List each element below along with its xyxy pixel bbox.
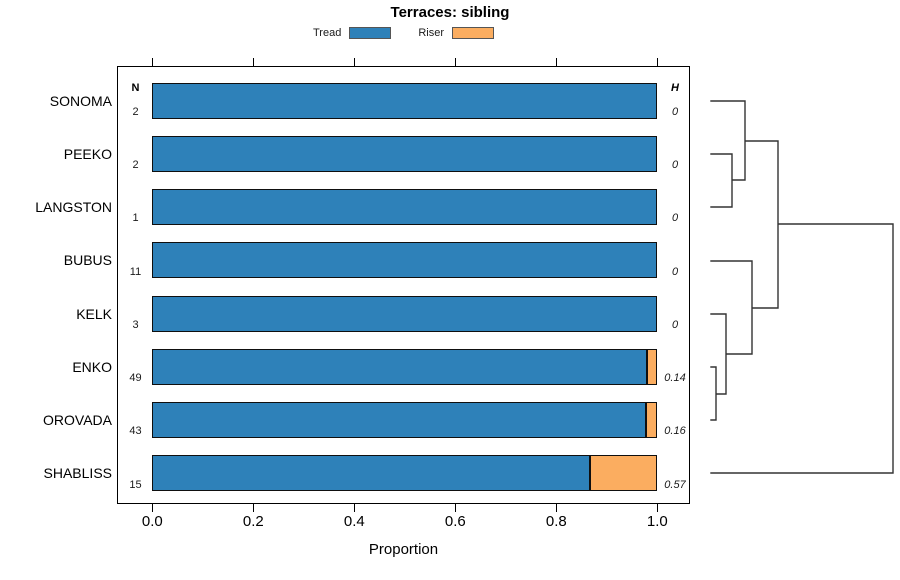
category-label: BUBUS <box>63 252 112 269</box>
x-axis-tick-label: 0.6 <box>444 512 466 530</box>
category-label: SHABLISS <box>43 465 112 482</box>
x-axis-tick-label: 0.8 <box>545 512 567 530</box>
h-value: 0.57 <box>664 478 686 491</box>
bar-segment-tread <box>152 295 658 332</box>
x-axis-tick <box>151 503 153 512</box>
bar-segment-tread <box>152 189 658 226</box>
category-label: ENKO <box>72 358 112 375</box>
n-value: 2 <box>132 159 139 172</box>
x-axis-tick-label: 0.0 <box>141 512 163 530</box>
bar-segment-riser <box>589 455 658 492</box>
x-axis-top-tick <box>252 58 254 66</box>
x-axis-tick <box>252 503 254 512</box>
category-label: LANGSTON <box>35 199 112 216</box>
n-value: 2 <box>132 106 139 118</box>
legend: Tread Riser <box>117 25 690 41</box>
n-value: 49 <box>129 372 142 385</box>
x-axis-tick-label: 0.4 <box>343 512 365 530</box>
legend-swatch <box>452 27 494 39</box>
x-axis-top-tick <box>555 58 557 66</box>
n-value: 11 <box>129 265 142 278</box>
n-value: 15 <box>129 478 142 491</box>
x-axis-tick <box>656 503 658 512</box>
category-label: OROVADA <box>43 412 112 429</box>
x-axis-top-tick <box>656 58 658 66</box>
n-value: 3 <box>132 318 139 331</box>
plot-border <box>117 66 690 504</box>
n-value: 1 <box>132 212 139 225</box>
h-value: 0 <box>671 265 679 278</box>
legend-label: Tread <box>313 27 342 39</box>
x-axis-top-tick <box>151 58 153 66</box>
x-axis-tick-label: 1.0 <box>646 512 668 530</box>
bar-segment-tread <box>152 136 658 173</box>
h-value: 0 <box>671 106 679 118</box>
x-axis-tick-label: 0.2 <box>242 512 264 530</box>
legend-label: Riser <box>418 27 444 39</box>
category-label: PEEKO <box>63 146 112 163</box>
legend-swatch <box>349 27 392 39</box>
n-column-header: N <box>131 82 140 95</box>
bar-segment-tread <box>152 82 658 119</box>
legend-item: Tread <box>313 27 392 39</box>
bar-segment-tread <box>152 402 646 439</box>
x-axis-top-tick <box>353 58 355 66</box>
h-column-header: H <box>671 82 679 95</box>
h-value: 0.14 <box>664 372 686 385</box>
x-axis-tick <box>454 503 456 512</box>
chart-title: Terraces: sibling <box>390 4 510 21</box>
x-axis-title: Proportion <box>368 541 439 558</box>
n-value: 43 <box>129 425 142 438</box>
bar-segment-riser <box>645 402 658 439</box>
category-label: KELK <box>76 305 112 322</box>
h-value: 0 <box>671 159 679 172</box>
bar-segment-tread <box>152 455 590 492</box>
category-label: SONOMA <box>49 92 112 109</box>
h-value: 0 <box>671 318 679 331</box>
bar-segment-riser <box>646 348 658 385</box>
bar-segment-tread <box>152 348 647 385</box>
x-axis-tick <box>353 503 355 512</box>
bar-segment-tread <box>152 242 658 279</box>
dendrogram-lines <box>710 100 894 474</box>
h-value: 0 <box>671 212 679 225</box>
h-value: 0.16 <box>664 425 686 438</box>
legend-item: Riser <box>418 27 494 39</box>
x-axis-tick <box>555 503 557 512</box>
x-axis-top-tick <box>454 58 456 66</box>
